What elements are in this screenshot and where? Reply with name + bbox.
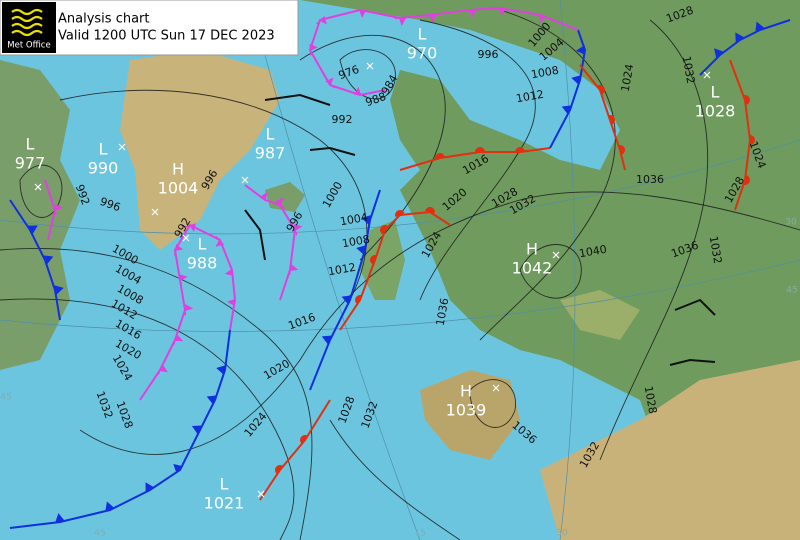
center-type: L [220,475,229,494]
center-marker [182,234,190,242]
isobar-label: 1028 [642,385,660,415]
center-type: L [418,25,427,44]
center-type: H [526,240,538,259]
center-type: L [711,83,720,102]
isobar-label: 1040 [578,243,608,261]
isobar-label: 1032 [680,55,698,85]
fronts [9,6,791,529]
center-pressure: 1028 [695,102,736,121]
graticule-label: 15 [414,529,425,539]
center-pressure: 1004 [158,179,199,198]
center-marker [492,384,500,392]
center-type: L [198,235,207,254]
center-type: H [460,382,472,401]
center-pressure: 1042 [512,259,553,278]
center-pressure: 977 [15,154,46,173]
center-marker [151,208,159,216]
center-pressure: 1039 [446,401,487,420]
chart-title: Analysis chart [58,12,150,27]
center-type: H [172,160,184,179]
valid-time: Valid 1200 UTC Sun 17 DEC 2023 [58,29,275,44]
graticule-label: 30 [785,218,797,228]
graticule-label: 45 [786,286,797,296]
center-type: L [266,125,275,144]
graticule-label: 45 [94,529,105,539]
center-pressure: 987 [255,144,286,163]
logo-text: Met Office [7,41,50,51]
isobar-label: 992 [332,113,353,126]
center-marker [118,143,126,151]
isobar-label: 1012 [327,261,357,279]
center-marker [241,176,249,184]
graticule-label: 45 [0,393,11,403]
center-marker [552,251,560,259]
center-marker [366,62,374,70]
isobar-label: 1024 [619,63,637,93]
isobar-label: 1036 [434,297,452,327]
center-marker [257,490,265,498]
center-type: L [99,140,108,159]
center-pressure: 1021 [204,494,245,513]
isobar-label: 1004 [339,211,369,229]
center-marker [703,71,711,79]
center-pressure: 970 [407,44,438,63]
center-marker [34,183,42,191]
center-pressure: 988 [187,254,218,273]
isobar-label: 996 [478,48,499,61]
isobar-label: 1008 [530,64,560,82]
isobar-label: 1008 [341,233,371,251]
header: Met Office Analysis chart Valid 1200 UTC… [0,0,299,56]
isobar-label: 1012 [515,88,545,106]
center-pressure: 990 [88,159,119,178]
isobar-label: 1036 [636,173,664,186]
isobar-label: 1032 [707,235,725,265]
graticule-label: 30 [556,529,568,539]
center-type: L [26,135,35,154]
